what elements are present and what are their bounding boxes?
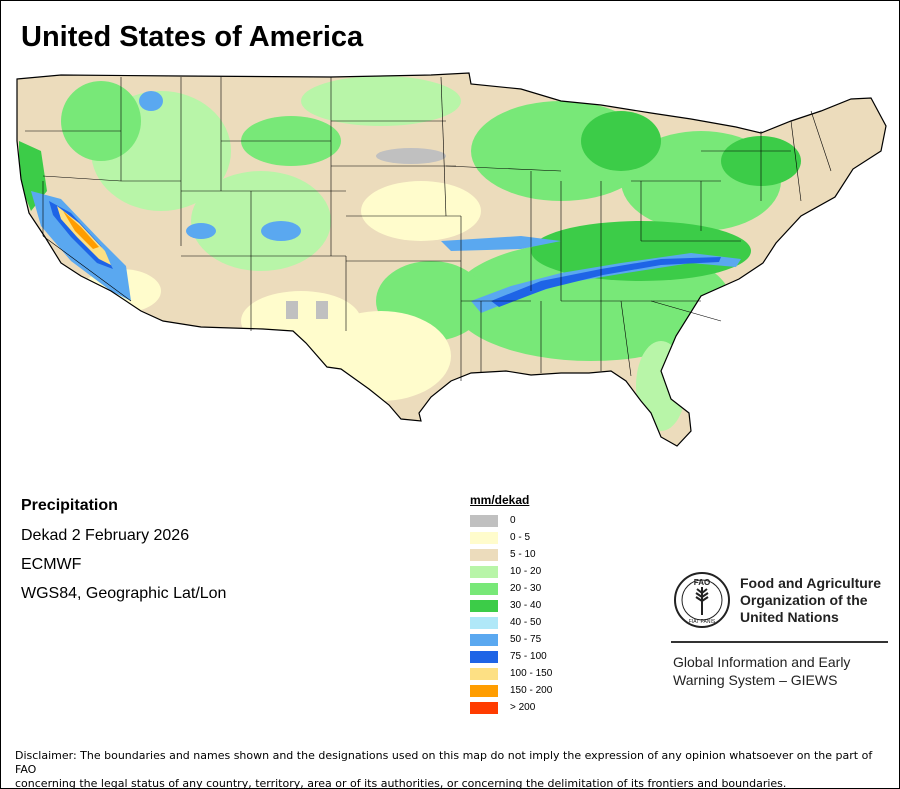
legend-swatch [470,667,498,680]
legend-label: 75 - 100 [510,651,547,662]
legend-swatch [470,565,498,578]
legend-unit: mm/dekad [470,493,530,507]
legend-swatch [470,701,498,714]
legend-swatch [470,684,498,697]
fao-org-line1: Food and Agriculture [740,575,882,591]
legend-swatch [470,582,498,595]
legend-swatch [470,548,498,561]
legend-rows: 0 0 - 5 5 - 10 10 - 20 20 - 30 30 - 40 40 - 50… [470,512,552,716]
disclaimer-line2: concerning the legal status of any count… [15,777,787,789]
map-title: United States of America [21,21,364,53]
giews-line2: Warning System – GIEWS [673,672,838,688]
legend-label: 40 - 50 [510,617,542,628]
legend-item: 30 - 40 [470,597,552,614]
legend-item: 50 - 75 [470,631,552,648]
legend-label: 30 - 40 [510,600,542,611]
legend-item: 40 - 50 [470,614,552,631]
legend-swatch [470,633,498,646]
legend-label: 50 - 75 [510,634,542,645]
legend-item: > 200 [470,699,552,716]
legend-label: 5 - 10 [510,549,536,560]
legend-label: 20 - 30 [510,583,542,594]
legend-item: 5 - 10 [470,546,552,563]
legend-label: 0 - 5 [510,532,531,543]
legend-item: 0 [470,512,552,529]
legend-label: > 200 [510,702,536,713]
fao-logo-text: FAO [694,578,710,587]
giews-name: Global Information and Early Warning Sys… [673,653,850,689]
legend-swatch [470,514,498,527]
fao-org-line2: Organization of the [740,592,868,608]
legend-swatch [470,531,498,544]
fao-org-line3: United Nations [740,609,839,625]
map-info: Precipitation Dekad 2 February 2026 ECMW… [21,497,226,614]
period-label: Dekad 2 February 2026 [21,527,190,544]
disclaimer-line1: Disclaimer: The boundaries and names sho… [15,749,873,776]
legend-label: 0 [510,515,516,526]
product-label: Precipitation [21,497,118,514]
giews-line1: Global Information and Early [673,654,851,670]
model-label: ECMWF [21,556,82,573]
legend-item: 20 - 30 [470,580,552,597]
legend-item: 150 - 200 [470,682,552,699]
fao-divider [671,641,888,643]
legend-label: 150 - 200 [510,685,553,696]
fao-logo-motto: FIAT PANIS [689,619,716,625]
fao-logo-icon: FAO FIAT PANIS [674,572,730,628]
legend-item: 0 - 5 [470,529,552,546]
projection-label: WGS84, Geographic Lat/Lon [21,585,227,602]
legend-label: 100 - 150 [510,668,553,679]
legend-item: 100 - 150 [470,665,552,682]
legend: mm/dekad 0 0 - 5 5 - 10 10 - 20 20 - 30 30 - … [470,493,552,716]
disclaimer: Disclaimer: The boundaries and names sho… [15,749,885,789]
fao-org-name: Food and Agriculture Organization of the… [740,575,881,626]
legend-swatch [470,650,498,663]
legend-swatch [470,616,498,629]
legend-label: 10 - 20 [510,566,542,577]
legend-swatch [470,599,498,612]
legend-item: 10 - 20 [470,563,552,580]
precipitation-map [16,72,887,447]
legend-item: 75 - 100 [470,648,552,665]
